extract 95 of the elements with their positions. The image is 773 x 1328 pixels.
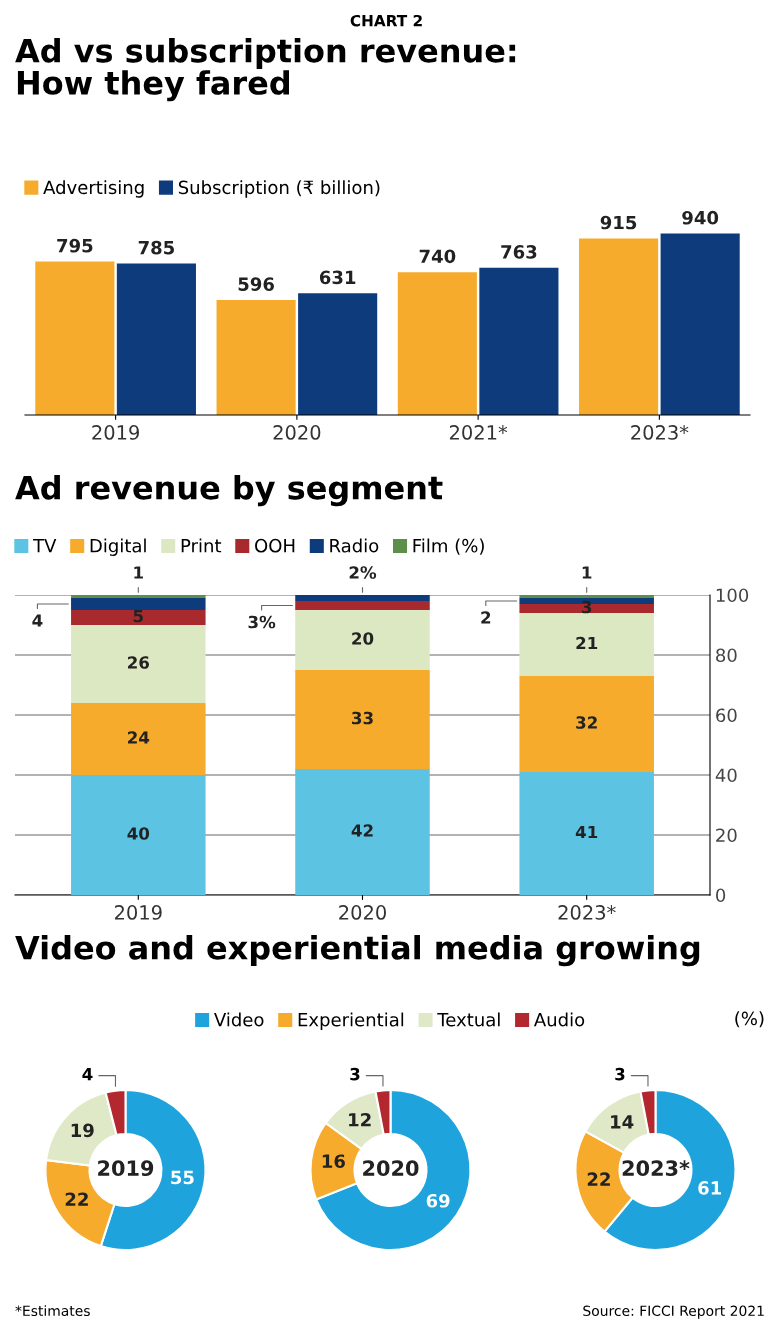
text: 2020 <box>363 1160 419 1177</box>
text: *Estimates <box>15 1305 90 1317</box>
data-label: 14 <box>611 1115 634 1129</box>
data-label: 32 <box>576 716 597 729</box>
bar <box>295 601 430 610</box>
legend-label: Video <box>214 1012 264 1027</box>
bar <box>660 233 740 415</box>
x-tick-label: 2023* <box>558 905 616 920</box>
data-label: 1 <box>582 566 592 579</box>
x-tick-label: 2020 <box>339 905 386 920</box>
chart-title: Ad vs subscription revenue: How they fared <box>15 38 516 102</box>
bar <box>519 613 654 676</box>
data-label: 3 <box>350 1067 360 1081</box>
data-label: 740 <box>419 249 456 264</box>
x-tick-label: 2019 <box>114 905 162 920</box>
text: Video and experiential media growing <box>15 935 700 967</box>
legend-label: Experiential <box>298 1012 404 1030</box>
bar <box>397 272 477 415</box>
y-tick-label: 60 <box>716 708 737 723</box>
y-tick-label: 20 <box>716 828 737 843</box>
legend-label: Print <box>181 538 222 553</box>
x-tick-label: 2020 <box>273 425 321 440</box>
text: 2023* <box>622 1160 690 1177</box>
bar <box>295 670 430 769</box>
data-label: 69 <box>426 1193 450 1208</box>
data-label: 41 <box>575 825 598 839</box>
bar <box>116 263 196 415</box>
data-label: 1 <box>134 566 143 579</box>
data-label: 3 <box>615 1067 625 1081</box>
data-label: 12 <box>349 1112 371 1127</box>
data-label: 20 <box>352 632 374 645</box>
bar <box>71 775 206 895</box>
data-label: 940 <box>682 210 719 225</box>
legend-label: Textual <box>437 1012 500 1027</box>
legend-label: Advertising <box>43 180 144 198</box>
data-label: 40 <box>127 827 150 840</box>
data-label: 24 <box>128 731 150 744</box>
y-tick-label: 80 <box>716 648 737 663</box>
bar <box>295 769 430 895</box>
data-label: 22 <box>587 1172 610 1186</box>
bar <box>216 299 296 415</box>
bar <box>71 595 206 598</box>
data-label: 4 <box>32 614 43 627</box>
data-label: 33 <box>352 711 373 725</box>
data-label: 795 <box>57 238 93 253</box>
bar <box>295 595 430 601</box>
data-label: 2% <box>349 566 377 579</box>
bar <box>519 676 654 772</box>
text: (%) <box>735 1011 764 1028</box>
bar <box>479 267 559 415</box>
chart-title: Ad revenue by segment <box>15 475 443 507</box>
bar <box>35 261 115 415</box>
data-label: 19 <box>71 1123 94 1138</box>
x-tick-label: 2023* <box>631 425 689 440</box>
data-label: 763 <box>501 245 537 259</box>
data-label: 785 <box>138 240 174 255</box>
data-label: 5 <box>133 609 143 623</box>
bar <box>295 610 430 670</box>
legend-label: TV <box>33 539 57 553</box>
legend-label: OOH <box>255 538 295 553</box>
data-label: 4 <box>82 1068 93 1081</box>
bar <box>71 703 206 775</box>
data-label: 2 <box>481 611 491 624</box>
x-tick-label: 2019 <box>92 425 139 440</box>
bar <box>519 772 654 895</box>
bar <box>71 610 206 625</box>
data-label: 16 <box>322 1154 345 1169</box>
legend-label: Digital <box>90 538 146 556</box>
data-label: 915 <box>600 215 637 230</box>
legend-label: Film (%) <box>413 538 484 555</box>
bar <box>71 598 206 610</box>
data-label: 3% <box>248 615 276 629</box>
legend-label: Audio <box>533 1012 585 1027</box>
data-label: 22 <box>65 1192 88 1206</box>
text: 2019 <box>98 1160 154 1177</box>
bar <box>298 293 378 415</box>
y-tick-label: 0 <box>716 888 726 903</box>
y-tick-label: 40 <box>715 768 737 783</box>
legend-label: Radio <box>330 538 379 553</box>
data-label: 3 <box>582 600 592 614</box>
bar <box>579 238 659 415</box>
bar <box>71 625 206 703</box>
data-label: 55 <box>171 1170 194 1185</box>
data-label: 61 <box>698 1181 722 1195</box>
source-note: Source: FICCI Report 2021 <box>583 1305 764 1319</box>
data-label: 21 <box>576 636 598 650</box>
caption: CHART 2 <box>350 14 422 27</box>
data-label: 596 <box>238 277 274 291</box>
data-label: 631 <box>319 270 356 285</box>
legend-label: Subscription (₹ billion) <box>178 180 380 198</box>
data-label: 26 <box>128 656 150 669</box>
y-tick-label: 100 <box>716 588 749 603</box>
x-tick-label: 2021* <box>449 425 508 440</box>
data-label: 42 <box>351 824 373 837</box>
bar <box>519 595 654 598</box>
